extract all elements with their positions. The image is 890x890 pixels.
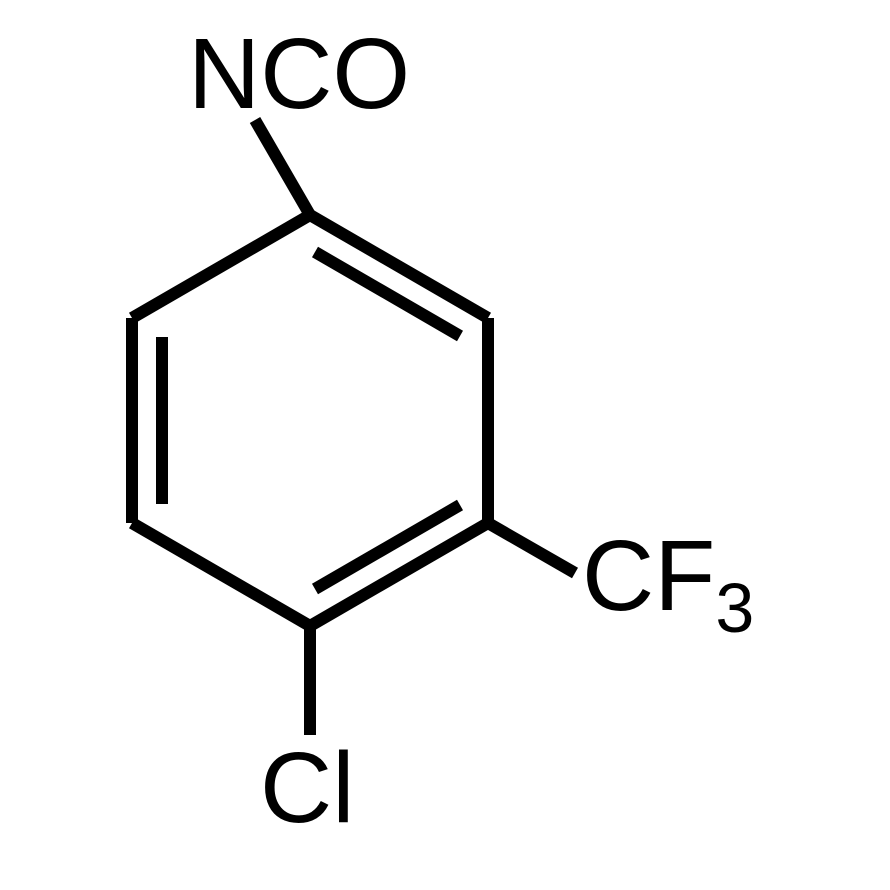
label-cf: CF [582, 520, 715, 632]
label-cl: Cl [260, 732, 354, 844]
benzene-ring [132, 215, 488, 626]
molecule-diagram: NCO CF3 Cl [0, 0, 890, 890]
label-cf3: CF3 [582, 520, 754, 647]
label-nco: NCO [188, 18, 410, 130]
bond-c4-c5 [132, 523, 310, 626]
bond-c6-c1 [132, 215, 310, 318]
bond-to-nco [255, 120, 310, 215]
label-three: 3 [715, 569, 754, 647]
bond-to-cf3 [488, 523, 575, 573]
